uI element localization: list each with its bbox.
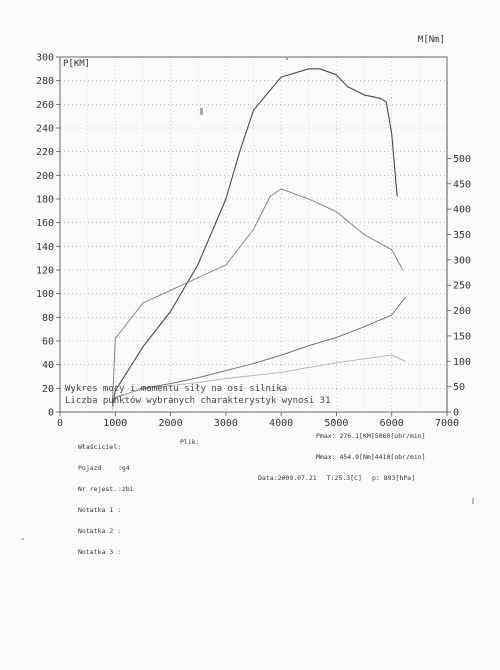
y-left-tick-label: 80 (42, 313, 54, 324)
note-3: Notatka 3 : (78, 548, 122, 556)
y-left-tick-label: 120 (36, 266, 54, 277)
chart-caption-line-2: Liczba punktów wybranych charakterystyk … (65, 395, 331, 406)
y-left-tick-label: 300 (36, 53, 54, 64)
grid (60, 57, 447, 412)
owner-label: Właściciel: (78, 443, 122, 451)
y-right-tick-label: 0 (453, 408, 459, 419)
y-right-tick-label: 450 (453, 179, 471, 190)
scan-speck (200, 108, 203, 115)
series-line-4 (112, 354, 406, 410)
scan-speck (22, 538, 24, 540)
y-right-tick-label: 150 (453, 331, 471, 342)
y-right-tick-label: 500 (453, 154, 471, 165)
y-axis-left-label: P[KM] (63, 59, 90, 69)
series-line-2 (112, 188, 404, 402)
tick-labels: 0 1000 2000 3000 4000 5000 6000 700002040608010… (36, 53, 471, 430)
vehicle-label: Pojazd (78, 464, 102, 472)
y-left-tick-label: 100 (36, 289, 54, 300)
y-axis-right-label: M[Nm] (418, 35, 445, 45)
y-right-tick-label: 300 (453, 255, 471, 266)
vehicle-value: :g4 (118, 464, 130, 472)
measurement-summary: Pmax: 276.1[KM]5060[obr/min] Mmax: 454.9… (258, 419, 426, 496)
note-2: Notatka 2 : (78, 527, 122, 535)
y-right-tick-label: 50 (453, 382, 465, 393)
y-left-tick-label: 200 (36, 171, 54, 182)
y-left-tick-label: 220 (36, 147, 54, 158)
pressure: p: 893[hPa] (371, 474, 415, 482)
x-tick-label: 5000 (324, 418, 348, 429)
y-left-tick-label: 20 (42, 384, 54, 395)
y-left-tick-label: 160 (36, 218, 54, 229)
vehicle-info: Właściciel: Pojazd :g4 Nr rejest.:zbi Not… (78, 430, 134, 570)
x-tick-label: 1000 (103, 418, 127, 429)
note-1: Notatka 1 : (78, 506, 122, 514)
series-line-1 (111, 68, 398, 407)
y-left-tick-label: 0 (48, 408, 54, 419)
x-tick-label: 4000 (269, 418, 293, 429)
pmax-value: Pmax: 276.1[KM]5060[obr/min] (316, 432, 426, 440)
x-tick-label: 6000 (380, 418, 404, 429)
scan-speck (472, 498, 474, 504)
y-right-tick-label: 350 (453, 230, 471, 241)
y-left-tick-label: 140 (36, 242, 54, 253)
y-right-tick-label: 100 (453, 357, 471, 368)
registration-label: Nr rejest. (78, 485, 118, 493)
file-info: Plik: (180, 439, 200, 446)
mmax-value: Mmax: 454.9[Nm]4410[obr/min] (316, 453, 426, 461)
y-left-tick-label: 180 (36, 195, 54, 206)
y-right-tick-label: 200 (453, 306, 471, 317)
y-right-tick-label: 250 (453, 281, 471, 292)
test-date: Data:2009.07.21 (258, 474, 317, 482)
y-left-tick-label: 280 (36, 76, 54, 87)
y-left-tick-label: 240 (36, 124, 54, 135)
temperature: T:25.3[C] (326, 474, 362, 482)
scan-speck (286, 58, 288, 60)
x-tick-label: 7000 (435, 418, 459, 429)
file-label: Plik: (180, 438, 200, 446)
x-tick-label: 2000 (159, 418, 183, 429)
registration-value: :zbi (118, 485, 134, 493)
x-tick-label: 3000 (214, 418, 238, 429)
y-left-tick-label: 260 (36, 100, 54, 111)
y-left-tick-label: 60 (42, 337, 54, 348)
x-tick-label: 0 (57, 418, 63, 429)
series-line-3 (112, 296, 406, 407)
y-right-tick-label: 400 (453, 205, 471, 216)
chart-caption-line-1: Wykres mocy i momentu siły na osi silnik… (65, 384, 287, 394)
y-left-tick-label: 40 (42, 360, 54, 371)
series (111, 68, 406, 410)
